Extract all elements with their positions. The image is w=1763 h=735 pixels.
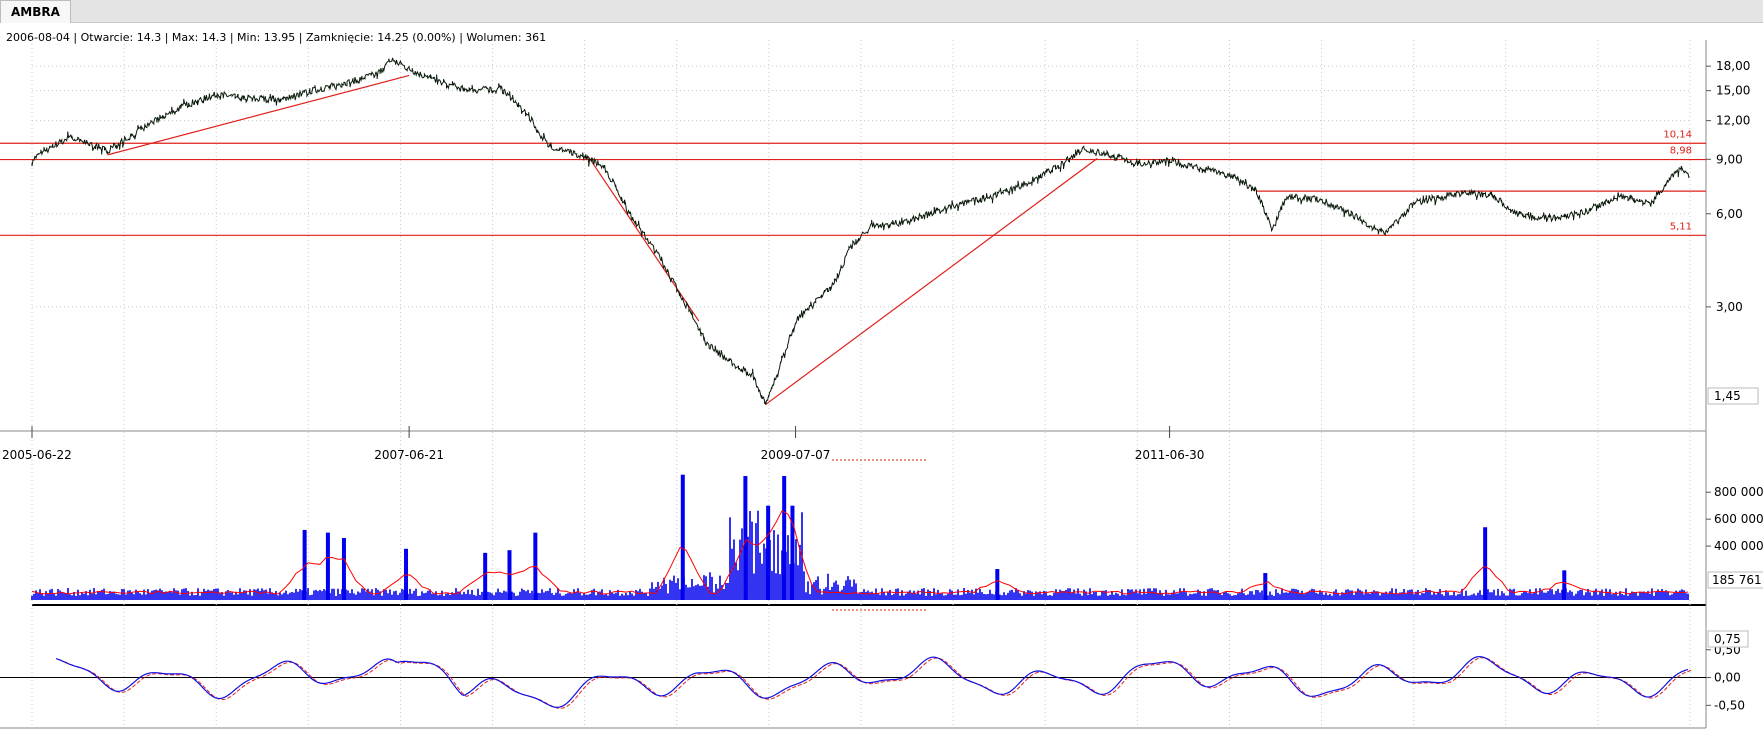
volume-tick-label: 800 000 bbox=[1714, 485, 1763, 499]
volume-base-bars bbox=[31, 510, 1689, 600]
volume-bar bbox=[1562, 570, 1567, 600]
trend-line bbox=[587, 155, 700, 322]
oscillator-tick-label: -0,50 bbox=[1714, 698, 1745, 712]
trend-line bbox=[107, 74, 410, 156]
date-tick-label: 2005-06-22 bbox=[2, 448, 72, 462]
info-min: Min: 13.95 bbox=[237, 31, 296, 44]
volume-bar bbox=[790, 505, 795, 600]
price-series-line bbox=[31, 57, 1690, 405]
volume-bar bbox=[302, 529, 307, 600]
oscillator-signal-line bbox=[58, 657, 1692, 709]
volume-bars bbox=[31, 474, 1689, 600]
level-value-label: 5,11 bbox=[1670, 221, 1692, 232]
info-open: Otwarcie: 14.3 bbox=[80, 31, 162, 44]
oscillator-last-value-label: 0,75 bbox=[1714, 632, 1741, 646]
volume-bar bbox=[1483, 527, 1488, 600]
volume-moving-average bbox=[31, 510, 1689, 595]
date-tick-label: 2009-07-07 bbox=[761, 448, 831, 462]
volume-last-value-label: 185 761 bbox=[1712, 573, 1762, 587]
level-value-label: 8,98 bbox=[1670, 146, 1692, 157]
info-max: Max: 14.3 bbox=[171, 31, 227, 44]
date-tick-label: 2011-06-30 bbox=[1135, 448, 1205, 462]
oscillator-main-line bbox=[55, 655, 1689, 708]
volume-bar bbox=[404, 548, 409, 600]
info-close: Zamknięcie: 14.25 (0.00%) bbox=[305, 31, 456, 44]
volume-last-value-box bbox=[1707, 571, 1763, 589]
volume-bar bbox=[483, 552, 488, 600]
price-tick-label: 3,00 bbox=[1716, 300, 1743, 314]
volume-bar bbox=[341, 538, 346, 600]
level-value-label: 10,14 bbox=[1663, 129, 1692, 140]
volume-bar bbox=[325, 532, 330, 600]
volume-bar bbox=[507, 550, 512, 600]
price-tick-label: 6,00 bbox=[1716, 207, 1743, 221]
oscillator-last-value-box bbox=[1707, 630, 1749, 648]
price-tick-label: 15,00 bbox=[1716, 84, 1750, 98]
price-last-value-box bbox=[1707, 387, 1759, 405]
trend-line bbox=[765, 158, 1098, 406]
ohlc-info-line: 2006-08-04 | Otwarcie: 14.3 | Max: 14.3 … bbox=[6, 31, 547, 44]
price-tick-label: 9,00 bbox=[1716, 152, 1743, 166]
price-tick-label: 12,00 bbox=[1716, 114, 1750, 128]
price-last-value-label: 1,45 bbox=[1714, 389, 1741, 403]
volume-tick-label: 400 000 bbox=[1714, 539, 1763, 553]
volume-bar bbox=[1263, 573, 1268, 600]
tab-ambra[interactable]: AMBRA bbox=[0, 0, 71, 23]
volume-bar bbox=[743, 476, 748, 600]
oscillator-tick-label: 0,00 bbox=[1714, 671, 1741, 685]
volume-bar bbox=[782, 476, 787, 600]
price-tick-label: 18,00 bbox=[1716, 59, 1750, 73]
info-date: 2006-08-04 bbox=[6, 31, 70, 44]
date-tick-label: 2007-06-21 bbox=[374, 448, 444, 462]
volume-bar bbox=[680, 474, 685, 600]
volume-tick-label: 600 000 bbox=[1714, 512, 1763, 526]
volume-bar bbox=[995, 569, 1000, 600]
tab-bar: AMBRA bbox=[0, 0, 1763, 23]
info-volume: Wolumen: 361 bbox=[466, 31, 547, 44]
volume-bar bbox=[766, 505, 771, 600]
